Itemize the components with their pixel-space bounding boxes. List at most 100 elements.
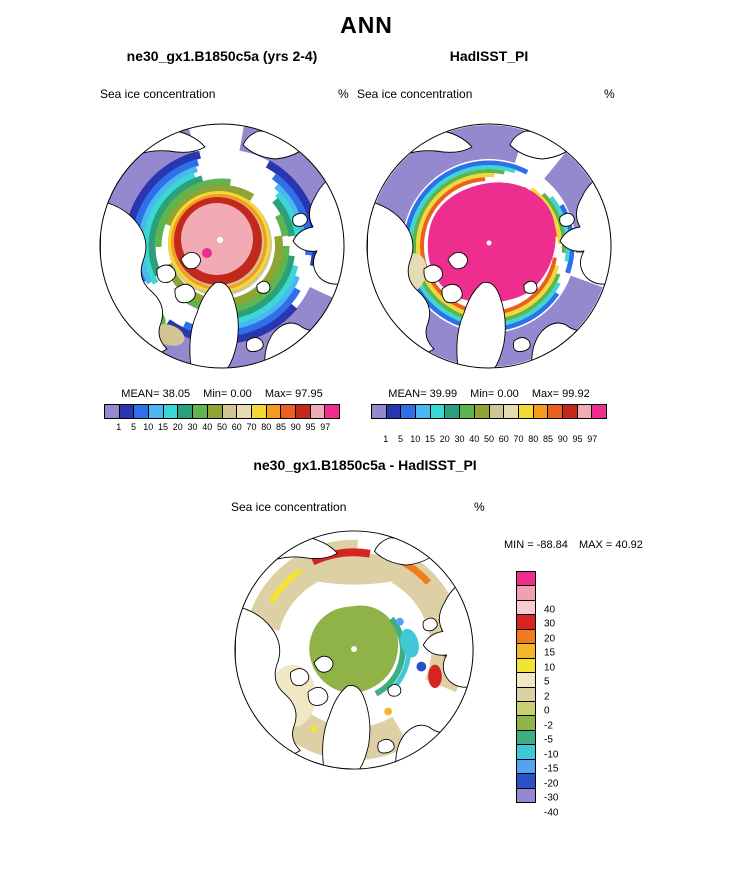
colorbar-tick-label: 1: [116, 422, 122, 432]
colorbar-cell: [177, 404, 194, 419]
colorbar-cell: [444, 404, 461, 419]
colorbar-cell: [561, 404, 578, 419]
main-title: ANN: [340, 12, 393, 38]
colorbar-tick-label: 10: [143, 422, 154, 432]
colorbar-tick-label: -2: [544, 720, 553, 731]
colorbar-tick-label: 60: [231, 422, 242, 432]
diff-minmax: MIN = -88.84 MAX = 40.92: [504, 539, 643, 551]
diff-min-label: MIN =: [504, 539, 534, 551]
colorbar-tick-label: 85: [542, 434, 554, 444]
colorbar-cell: [516, 729, 536, 746]
diff-map-contours: [234, 530, 474, 770]
model-field-label: Sea ice concentration: [100, 87, 216, 101]
colorbar-cell: [236, 404, 252, 419]
obs-map-contours: [367, 124, 611, 368]
colorbar-cell: [118, 404, 135, 419]
colorbar-tick-label: -15: [544, 763, 559, 775]
obs-field-label: Sea ice concentration: [357, 87, 473, 101]
obs-min-label: Min=: [470, 388, 495, 400]
colorbar-cell: [250, 404, 267, 419]
model-map-contours: [100, 124, 344, 368]
colorbar-tick-label: 40: [469, 434, 480, 444]
colorbar-cell: [488, 404, 505, 419]
colorbar-tick-label: 2: [544, 691, 550, 702]
colorbar-cell: [280, 404, 296, 419]
model-panel-title: ne30_gx1.B1850c5a (yrs 2-4): [126, 48, 318, 64]
colorbar-cell: [385, 404, 402, 419]
obs-mean-value: 39.99: [429, 388, 458, 400]
colorbar-cell: [591, 404, 607, 419]
colorbar-cell: [516, 672, 536, 688]
diff-units-label: %: [474, 500, 485, 514]
colorbar-cell: [516, 787, 536, 803]
colorbar-tick-label: 85: [275, 422, 287, 432]
obs-max-value: 99.92: [562, 388, 590, 400]
colorbar-cell: [309, 404, 326, 419]
colorbar-cell: [415, 404, 431, 419]
colorbar-cell: [532, 404, 549, 419]
colorbar-tick-label: 20: [544, 633, 556, 644]
colorbar-tick-label: 0: [544, 705, 550, 717]
colorbar-tick-label: -30: [544, 792, 559, 804]
colorbar-cell: [473, 404, 490, 419]
diff-min-value: -88.84: [536, 539, 568, 551]
colorbar-tick-label: 15: [424, 434, 436, 444]
obs-sea-ice-map: [366, 123, 612, 369]
colorbar-cell: [516, 643, 536, 659]
colorbar-tick-label: 60: [498, 434, 509, 444]
colorbar-cell: [516, 686, 536, 702]
colorbar-tick-label: 50: [483, 434, 495, 444]
colorbar-tick-label: 10: [410, 434, 421, 444]
model-min-label: Min=: [203, 388, 228, 400]
colorbar-tick-label: -5: [544, 734, 553, 746]
colorbar-cell: [104, 404, 120, 419]
colorbar-tick-label: -20: [544, 778, 559, 789]
colorbar-cell: [516, 773, 536, 789]
colorbar-cell: [265, 404, 282, 419]
colorbar-tick-label: 80: [261, 422, 272, 432]
colorbar-cell: [516, 657, 536, 674]
colorbar-cell: [516, 744, 536, 760]
colorbar-tick-label: 5: [130, 422, 137, 432]
colorbar-tick-label: 97: [587, 434, 598, 444]
colorbar-cell: [516, 628, 536, 645]
model-min-value: 0.00: [230, 388, 252, 400]
colorbar-cell: [459, 404, 475, 419]
colorbar-tick-label: 1: [383, 434, 389, 444]
model-mean-label: MEAN=: [121, 388, 160, 400]
obs-mean-label: MEAN=: [388, 388, 427, 400]
diff-colorbar: [516, 571, 536, 803]
colorbar-tick-label: 30: [544, 618, 556, 630]
model-sea-ice-map: [99, 123, 345, 369]
colorbar-cell: [294, 404, 311, 419]
colorbar-tick-label: 30: [187, 422, 198, 432]
colorbar-cell: [221, 404, 238, 419]
obs-panel-title: HadISST_PI: [449, 48, 529, 64]
obs-colorbar-ticks: 1 5 10 15 20 30 40 50 60 70 80 85 90 95 97: [371, 434, 607, 446]
colorbar-tick-label: 40: [202, 422, 213, 432]
model-max-label: Max=: [264, 388, 293, 400]
colorbar-cell: [206, 404, 223, 419]
diff-colorbar-ticks: 40 30 20 15 10 5 2 0 -2 -5 -10 -15 -20 -30 -40: [540, 595, 570, 827]
model-max-value: 97.95: [295, 388, 323, 400]
colorbar-cell: [162, 404, 179, 419]
obs-max-label: Max=: [531, 388, 560, 400]
colorbar-cell: [516, 715, 536, 731]
diff-field-label: Sea ice concentration: [231, 500, 347, 514]
diff-panel-title: ne30_gx1.B1850c5a - HadISST_PI: [253, 457, 477, 473]
model-colorbar: [104, 404, 340, 419]
colorbar-tick-label: 95: [305, 422, 316, 432]
colorbar-cell: [503, 404, 519, 419]
colorbar-tick-label: 70: [513, 434, 524, 444]
obs-units-label: %: [604, 87, 615, 101]
colorbar-cell: [429, 404, 446, 419]
colorbar-cell: [148, 404, 164, 419]
colorbar-cell: [400, 404, 417, 419]
colorbar-tick-label: 5: [397, 434, 404, 444]
colorbar-cell: [516, 599, 536, 616]
obs-colorbar: [371, 404, 607, 419]
colorbar-cell: [516, 614, 536, 630]
model-stats: MEAN= 38.05 Min= 0.00 Max= 97.95: [97, 388, 347, 400]
colorbar-tick-label: 15: [157, 422, 169, 432]
colorbar-tick-label: 10: [544, 662, 556, 673]
